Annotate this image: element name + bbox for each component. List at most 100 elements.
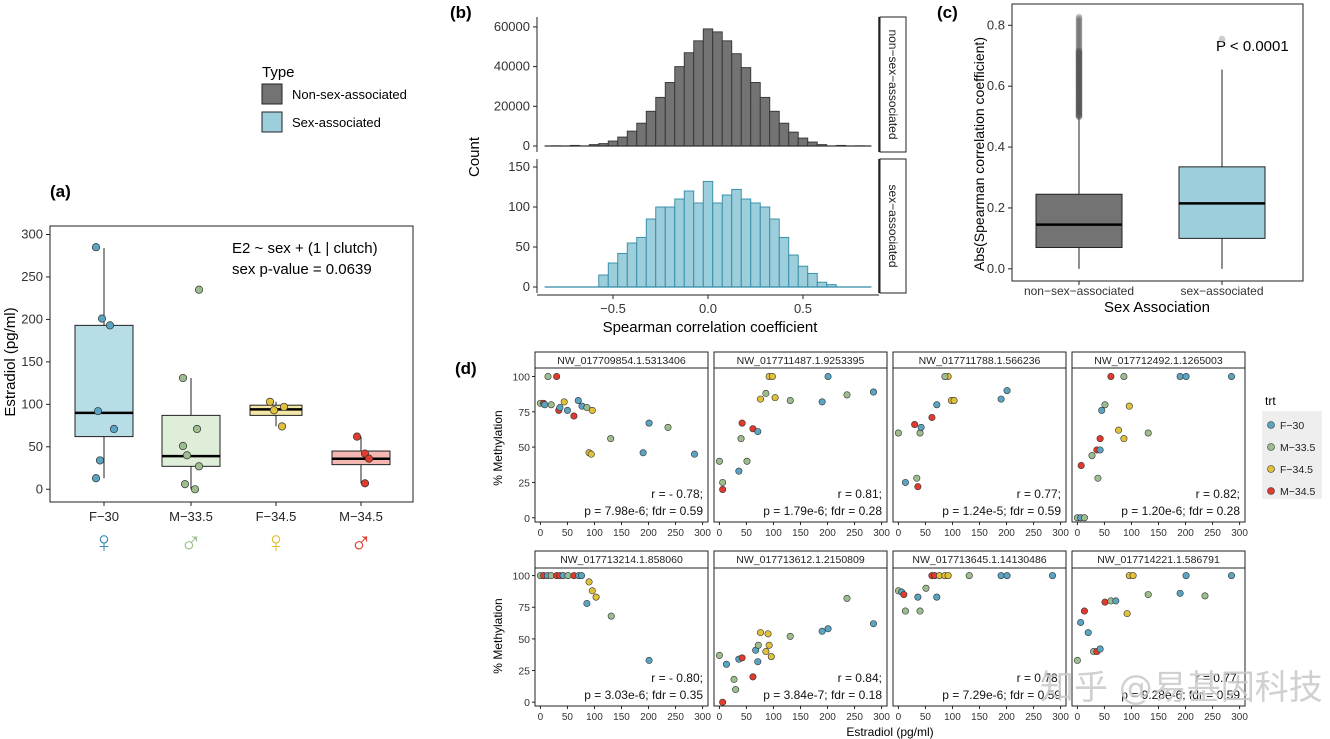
panel-b-top-bar xyxy=(617,136,628,147)
panel-d-xtick-label: 300 xyxy=(694,712,711,723)
panel-b-top-bar xyxy=(636,122,647,147)
panel-d-point xyxy=(737,435,745,443)
panel-d-point xyxy=(917,423,925,431)
panel-d-point xyxy=(1080,607,1088,615)
panel-d-stat-r: r = 0.82; xyxy=(1196,487,1240,501)
panel-b-bottom-bar xyxy=(769,218,780,288)
panel-d-xtick-label: 200 xyxy=(640,712,657,723)
panel-c-outlier xyxy=(1075,18,1083,25)
panel-d-point xyxy=(756,629,764,637)
panel-d-point xyxy=(1227,372,1235,380)
panel-d-point xyxy=(762,648,770,656)
panel-d-point xyxy=(556,404,564,412)
panel-d-point xyxy=(564,572,572,580)
panel-a-annotation-1: E2 ~ sex + (1 | clutch) xyxy=(232,240,378,257)
panel-d-point xyxy=(894,429,902,437)
panel-a-sex-symbol: ♀ xyxy=(93,526,116,559)
panel-d-stat-p: p = 7.98e-6; fdr = 0.59 xyxy=(584,504,703,518)
panel-a-frame xyxy=(49,225,414,503)
panel-a-sex-symbol: ♀ xyxy=(265,526,288,559)
panel-c-outlier xyxy=(1075,28,1083,35)
panel-d-point xyxy=(933,401,941,409)
panel-b-top-bar xyxy=(626,130,638,147)
panel-d-point xyxy=(941,372,949,380)
panel-c-outlier xyxy=(1075,42,1083,50)
panel-b-bottom-bar xyxy=(807,272,818,288)
panel-c-xlabel: Sex Association xyxy=(1104,299,1210,316)
panel-d-xtick-label: 150 xyxy=(1150,528,1167,539)
panel-d-facet-title: NW_017711788.1.566236 xyxy=(919,355,1041,367)
panel-b-top-bar xyxy=(778,122,790,147)
panel-c-outlier xyxy=(1075,40,1083,47)
panel-a-point xyxy=(265,397,275,406)
panel-c-ytick-label: 0.8 xyxy=(987,17,1005,32)
panel-d-point xyxy=(1003,572,1011,580)
panel-b-top-bar xyxy=(731,53,742,147)
panel-d-point xyxy=(544,372,552,380)
panel-c-outlier xyxy=(1075,46,1083,53)
panel-d-facet-title: NW_017714221.1.586791 xyxy=(1097,554,1220,566)
panel-d-ytick-label: 75 xyxy=(518,407,530,419)
panel-d-point xyxy=(1201,592,1209,600)
panel-d-frame xyxy=(534,367,709,523)
panel-d-point xyxy=(754,658,762,666)
panel-a-xtick-label: F−30 xyxy=(89,509,119,524)
panel-d-point xyxy=(1114,426,1122,434)
panel-c-outlier xyxy=(1075,39,1083,46)
panel-a-point xyxy=(93,407,103,416)
panel-d-xtick-label: 200 xyxy=(640,528,657,539)
panel-d-xtick-label: 50 xyxy=(562,528,574,539)
panel-d-xtick-label: 100 xyxy=(765,528,782,539)
panel-d-point xyxy=(843,594,851,602)
panel-d-point xyxy=(592,593,600,601)
panel-d-point xyxy=(928,413,936,421)
panel-d-legend-key xyxy=(1267,487,1275,495)
panel-d-point xyxy=(824,625,832,633)
panel-d-point xyxy=(1112,597,1120,605)
panel-b-top-bar xyxy=(769,110,780,147)
watermark: 知乎 @易基因科技 xyxy=(1040,668,1323,708)
panel-d-xlabel: Estradiol (pg/ml) xyxy=(846,725,933,739)
panel-d-point xyxy=(1077,618,1085,626)
panel-d-facet-title: NW_017713612.1.2150809 xyxy=(736,554,865,566)
panel-d-point xyxy=(1129,572,1137,580)
panel-a-point xyxy=(269,406,279,415)
panel-a-xtick-label: M−33.5 xyxy=(169,509,213,524)
panel-a-point xyxy=(194,462,204,471)
panel-d-point xyxy=(818,627,826,635)
panel-a-point xyxy=(360,479,370,488)
panel-d-frame xyxy=(713,367,888,523)
panel-d-ytick-label: 25 xyxy=(518,477,530,489)
panel-d-point xyxy=(588,587,596,595)
panel-d-xtick-label: 150 xyxy=(971,712,988,723)
panel-b-bottom-bar xyxy=(797,265,809,288)
panel-d-point xyxy=(950,396,958,404)
panel-d-point xyxy=(639,449,647,457)
panel-d-point xyxy=(1120,435,1128,443)
panel-d-xtick-label: 300 xyxy=(1052,712,1069,723)
panel-d-xtick-label: 200 xyxy=(1177,712,1194,723)
panel-d-point xyxy=(786,632,794,640)
panel-d-stat-p: p = 1.20e-6; fdr = 0.28 xyxy=(1121,504,1240,518)
panel-d-ytick-label: 50 xyxy=(518,634,530,646)
panel-a-ytick-label: 300 xyxy=(21,226,43,241)
panel-b-bottom-bar xyxy=(759,206,771,288)
panel-a-point xyxy=(192,424,202,434)
panel-c-outlier xyxy=(1075,26,1083,34)
panel-d-xtick-label: 50 xyxy=(1099,528,1111,539)
panel-a-point xyxy=(91,474,101,483)
panel-d-point xyxy=(547,401,555,409)
panel-d-xtick-label: 200 xyxy=(1177,528,1194,539)
panel-c-ylabel: Abs(Spearman correlation coefficient) xyxy=(971,37,987,271)
panel-d-point xyxy=(1176,372,1184,380)
panel-d-frame xyxy=(892,567,1067,707)
panel-c-xtick-label: sex−associated xyxy=(1180,284,1263,298)
panel-d-xtick-label: 100 xyxy=(1123,712,1140,723)
panel-d-xtick-label: 0 xyxy=(896,712,902,723)
panel-d-xtick-label: 100 xyxy=(944,712,961,723)
panel-c-outlier xyxy=(1075,14,1083,22)
panel-d-point xyxy=(933,593,941,601)
panel-b-bottom-bar xyxy=(693,202,704,288)
panel-a-ytick-label: 250 xyxy=(21,269,43,284)
panel-d-stat-p: p = 1.24e-5; fdr = 0.59 xyxy=(942,504,1061,518)
